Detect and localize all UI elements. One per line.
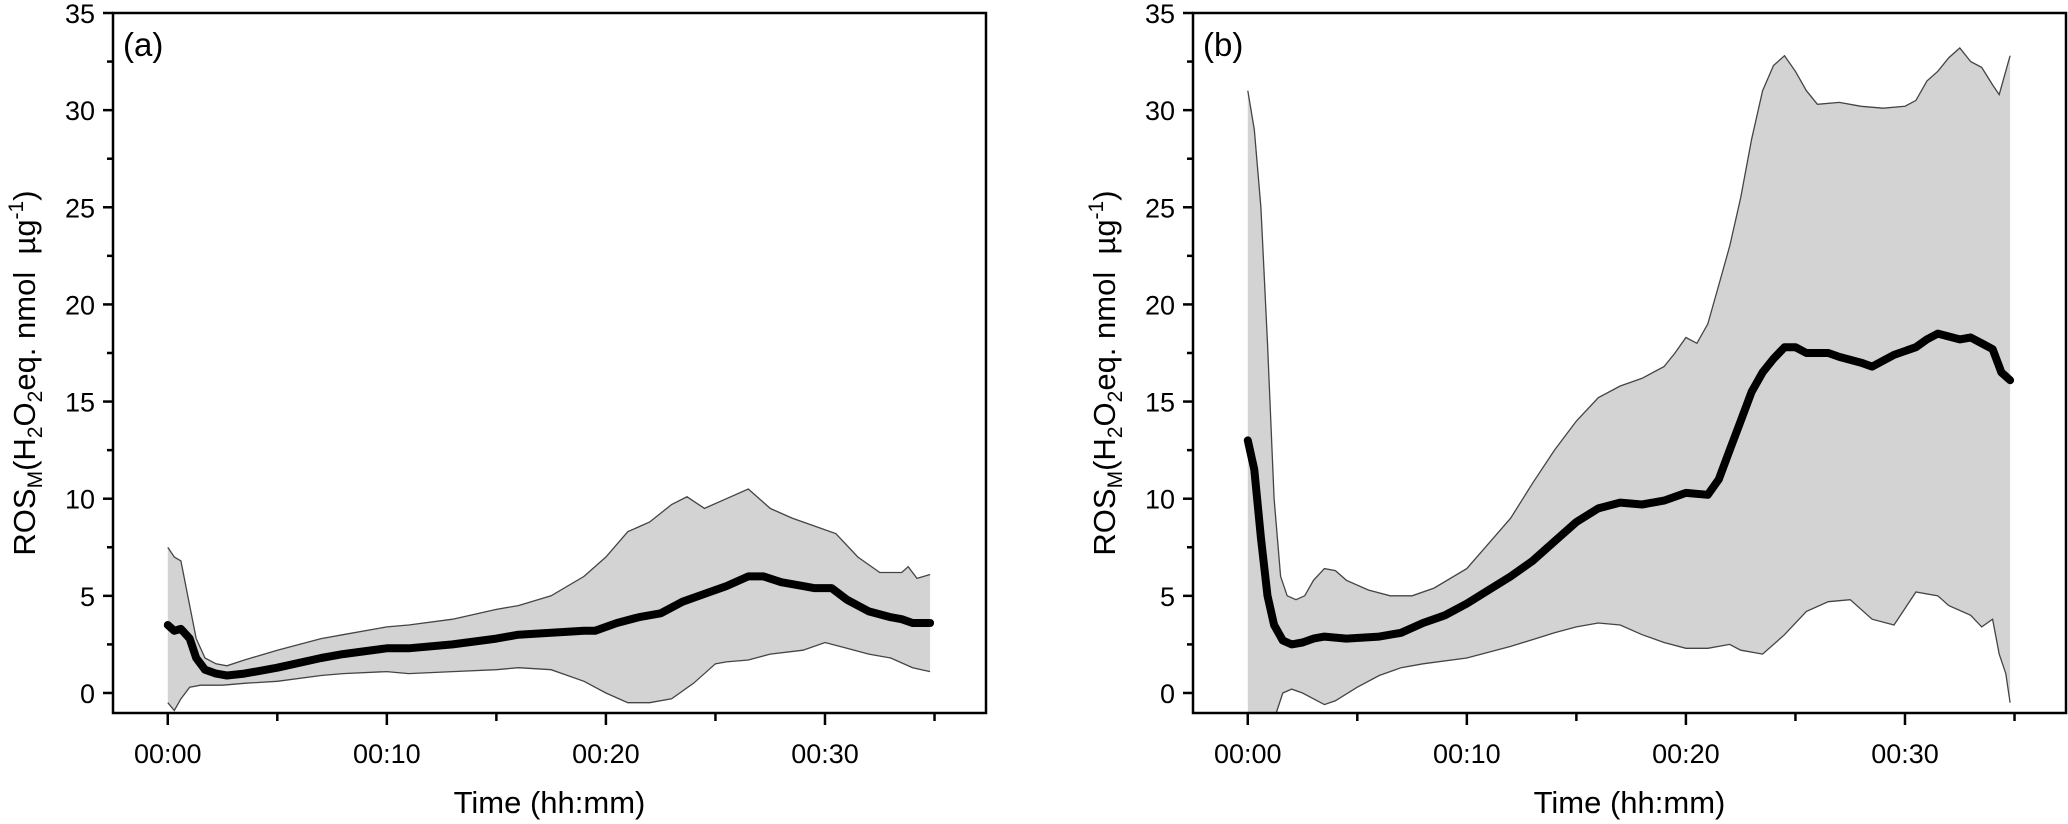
y-tick-label: 15 xyxy=(1145,388,1175,418)
y-title-open: (H xyxy=(7,438,42,471)
y-title-rest: eq. nmol µg xyxy=(7,219,42,390)
y-tick-label: 10 xyxy=(1145,485,1175,515)
y-tick-label: 0 xyxy=(1160,679,1175,709)
y-title-o: O xyxy=(1087,402,1122,426)
y-tick-label: 15 xyxy=(65,388,95,418)
x-tick-label: 00:30 xyxy=(1871,739,1939,769)
y-tick-label: 20 xyxy=(1145,290,1175,320)
y-tick-label: 30 xyxy=(1145,96,1175,126)
x-axis-title: Time (hh:mm) xyxy=(1534,785,1726,820)
y-title-open: (H xyxy=(1087,438,1122,471)
mean-line xyxy=(1243,329,2015,649)
panel-label: (a) xyxy=(123,26,163,63)
y-title-o: O xyxy=(7,402,42,426)
y-tick-label: 0 xyxy=(80,679,95,709)
upper-bound-line xyxy=(167,488,931,667)
panel-label: (b) xyxy=(1203,26,1243,63)
confidence-band xyxy=(167,489,931,713)
y-title-sup: -1 xyxy=(1085,201,1108,220)
lower-bound-line xyxy=(1275,591,2011,714)
x-axis-title: Time (hh:mm) xyxy=(454,785,646,820)
y-title-sub-2a: 2 xyxy=(1104,426,1127,438)
y-title-sub-m: M xyxy=(24,471,47,489)
y-tick-label: 25 xyxy=(65,193,95,223)
y-title-prefix: ROS xyxy=(1087,488,1122,555)
y-title-sub-2a: 2 xyxy=(24,426,47,438)
y-title-prefix: ROS xyxy=(7,488,42,555)
x-tick-label: 00:20 xyxy=(572,739,640,769)
y-tick-label: 30 xyxy=(65,96,95,126)
x-tick-label: 00:30 xyxy=(791,739,859,769)
plot-frame xyxy=(111,11,988,715)
y-title-close: ) xyxy=(1087,190,1122,200)
y-tick-label: 35 xyxy=(65,0,95,29)
y-title-close: ) xyxy=(7,190,42,200)
x-tick-label: 00:00 xyxy=(1214,739,1282,769)
lower-bound-line xyxy=(167,641,931,712)
x-tick-label: 00:00 xyxy=(134,739,202,769)
y-tick-label: 20 xyxy=(65,290,95,320)
panel-a: 0 5 10 15 20 25 30 35 00:00 00:10 00:20 00:30 (a) T… xyxy=(5,0,988,820)
upper-bound-line xyxy=(1247,47,2011,601)
y-axis-title: ROSM(H2O2eq. nmol µg-1) xyxy=(1085,190,1127,555)
y-title-rest: eq. nmol µg xyxy=(1087,219,1122,390)
mean-line xyxy=(163,572,935,680)
confidence-band xyxy=(1247,48,2011,713)
y-title-sup: -1 xyxy=(5,201,28,220)
y-tick-label: 25 xyxy=(1145,193,1175,223)
x-tick-label: 00:20 xyxy=(1652,739,1720,769)
y-tick-label: 5 xyxy=(1160,582,1175,612)
y-tick-label: 35 xyxy=(1145,0,1175,29)
axis-ticks: 0 5 10 15 20 25 30 35 00:00 00:10 00:20 00:30 xyxy=(1145,0,2016,769)
y-title-sub-2b: 2 xyxy=(24,391,47,403)
y-tick-label: 5 xyxy=(80,582,95,612)
plot-frame xyxy=(1191,11,2068,715)
y-axis-title: ROSM(H2O2eq. nmol µg-1) xyxy=(5,190,47,555)
y-title-sub-m: M xyxy=(1104,471,1127,489)
axis-ticks: 0 5 10 15 20 25 30 35 00:00 00:10 00:20 00:30 xyxy=(65,0,936,769)
x-tick-label: 00:10 xyxy=(353,739,421,769)
y-tick-label: 10 xyxy=(65,485,95,515)
y-title-sub-2b: 2 xyxy=(1104,391,1127,403)
x-tick-label: 00:10 xyxy=(1433,739,1501,769)
panel-b: 0 5 10 15 20 25 30 35 00:00 00:10 00:20 00:30 (b) T… xyxy=(1085,0,2068,820)
